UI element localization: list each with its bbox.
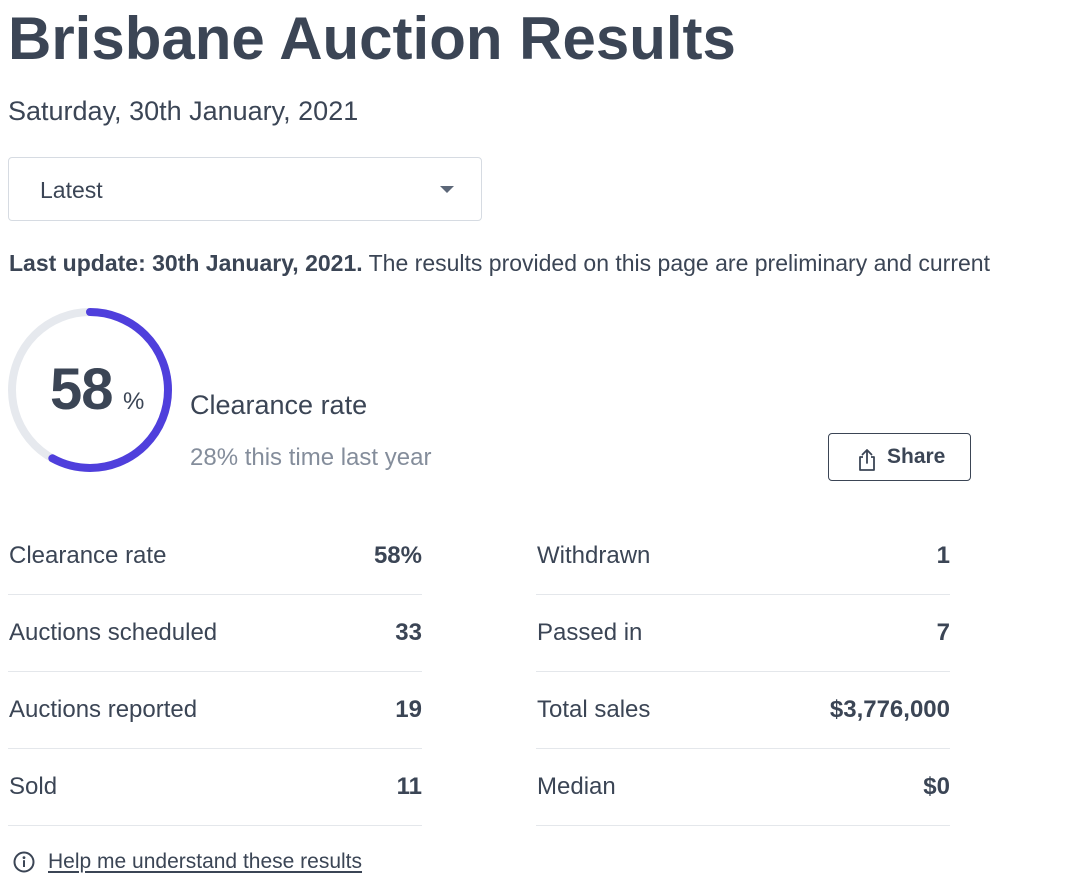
info-icon xyxy=(13,851,35,873)
stat-label: Withdrawn xyxy=(537,542,651,569)
stat-value: 19 xyxy=(395,696,422,723)
clearance-rate-label: Clearance rate xyxy=(190,390,368,420)
stats-left-column: Clearance rate 58% Auctions scheduled 33… xyxy=(8,518,422,826)
stat-row: Passed in 7 xyxy=(536,595,950,672)
page-title: Brisbane Auction Results xyxy=(8,5,736,72)
gauge-progress xyxy=(8,308,172,472)
help-link-label: Help me understand these results xyxy=(48,850,363,873)
stat-label: Auctions scheduled xyxy=(9,619,218,646)
stat-row: Median $0 xyxy=(536,749,950,826)
stat-row: Clearance rate 58% xyxy=(8,518,422,595)
stat-value: 11 xyxy=(396,773,422,800)
stat-value: 1 xyxy=(936,542,950,569)
stat-label: Total sales xyxy=(537,696,651,723)
stat-value: 58% xyxy=(373,542,422,569)
stat-value: 33 xyxy=(395,619,422,646)
clearance-rate-last-year: 28% this time last year xyxy=(190,444,432,471)
stat-label: Passed in xyxy=(537,619,643,646)
clearance-rate-gauge: 58 % xyxy=(7,307,173,473)
stat-row: Total sales $3,776,000 xyxy=(536,672,950,749)
share-label: Share xyxy=(887,445,946,468)
results-period-select[interactable]: Latest xyxy=(8,157,482,221)
last-update-notice: Last update: 30th January, 2021. The res… xyxy=(9,247,990,279)
stat-label: Clearance rate xyxy=(9,542,167,569)
stat-row: Sold 11 xyxy=(8,749,422,826)
share-button[interactable]: Share xyxy=(828,433,971,481)
stat-value: $0 xyxy=(923,773,950,800)
stats-right-column: Withdrawn 1 Passed in 7 Total sales $3,7… xyxy=(536,518,950,826)
stat-label: Auctions reported xyxy=(9,696,198,723)
stat-value: $3,776,000 xyxy=(829,696,950,723)
results-date: Saturday, 30th January, 2021 xyxy=(8,96,359,126)
stat-row: Auctions reported 19 xyxy=(8,672,422,749)
last-update-text: The results provided on this page are pr… xyxy=(362,250,990,276)
gauge-value: 58 xyxy=(50,357,114,422)
chevron-down-icon xyxy=(440,186,454,193)
stat-label: Sold xyxy=(9,773,58,800)
stat-row: Auctions scheduled 33 xyxy=(8,595,422,672)
stat-row: Withdrawn 1 xyxy=(536,518,950,595)
stat-label: Median xyxy=(537,773,616,800)
select-value: Latest xyxy=(40,177,103,203)
stat-value: 7 xyxy=(936,619,950,646)
share-icon xyxy=(859,449,875,471)
gauge-unit: % xyxy=(123,388,145,415)
last-update-date: Last update: 30th January, 2021. xyxy=(9,250,363,276)
